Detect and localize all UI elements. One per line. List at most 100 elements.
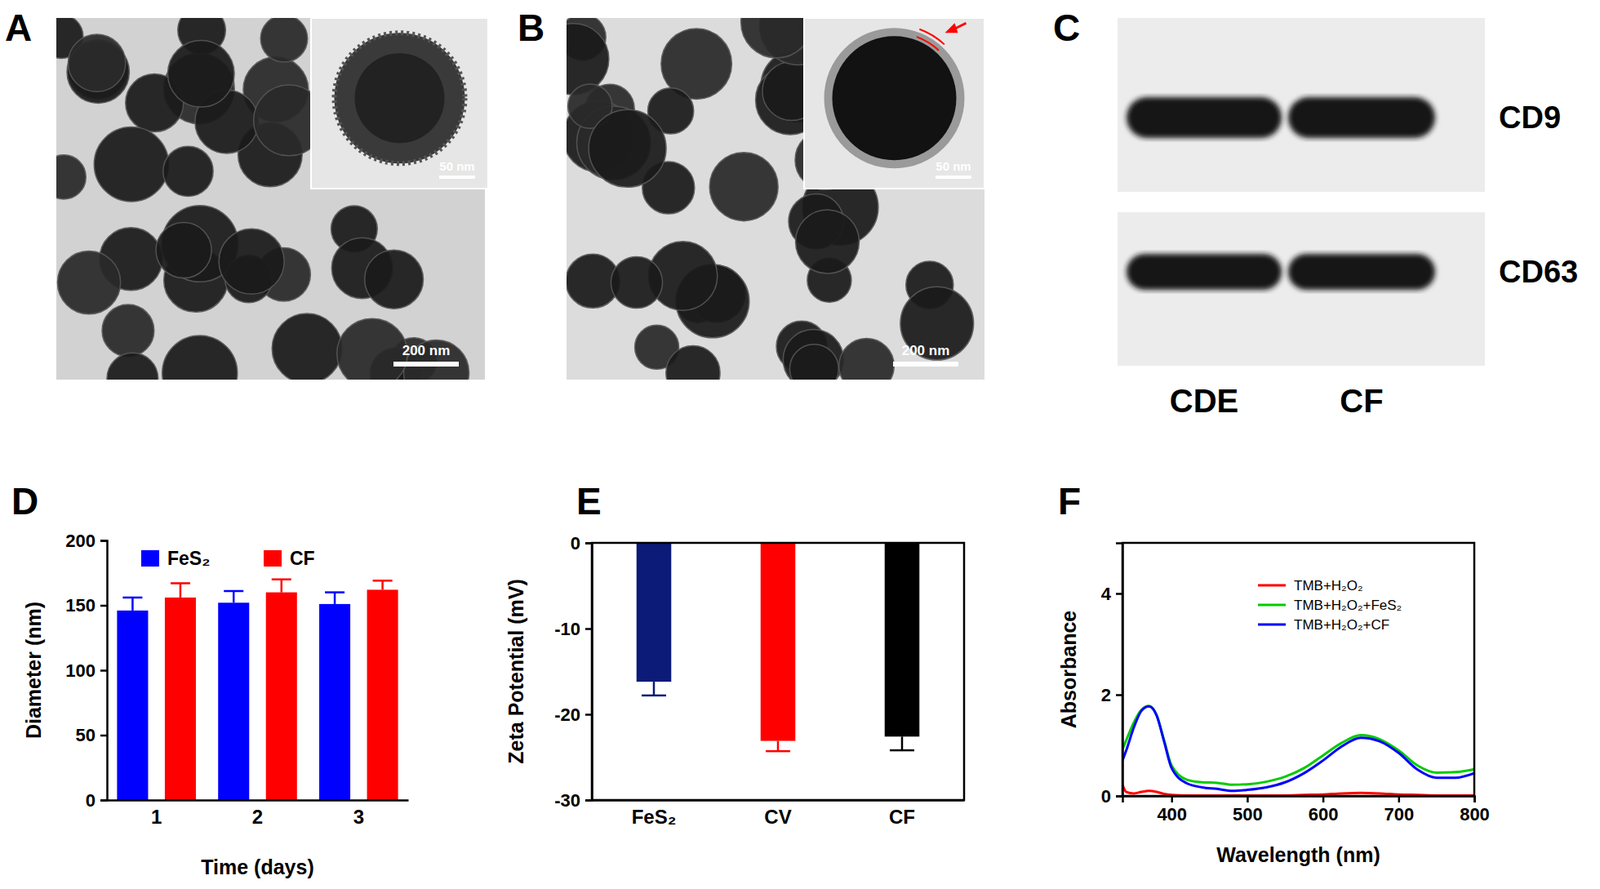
error-bar [373,580,393,590]
scale-bar [439,175,476,179]
particle [106,352,159,380]
x-axis-line [592,799,965,802]
tick-label: 2 [1101,684,1112,706]
x-axis: FeS₂ CV CF [592,800,965,828]
tick-label: 0 [85,790,96,811]
y-axis-tick: 0 [570,533,592,554]
legend-label: TMB+H₂O₂ [1293,577,1364,594]
error-stem [280,579,284,593]
y-axis-title: Diameter (nm) [22,601,45,739]
tick-label: 500 [1232,804,1263,825]
shell-marker [916,36,939,51]
particle [900,286,974,360]
error-stem [901,736,904,751]
scale-bar-label: 50 nm [935,159,971,174]
error-stem [131,597,134,611]
tick-label: 700 [1383,804,1414,825]
scale-bar-label: 200 nm [402,342,451,359]
tem-inset: 50 nm [804,17,985,189]
error-cap [223,590,244,593]
tick-mark [1115,795,1123,798]
row-label: CD63 [1498,254,1578,289]
line [1122,784,1475,796]
bar [884,542,920,737]
tick-mark [585,713,592,716]
x-axis-tick: 1 [151,800,162,828]
shell-marker [919,29,944,45]
y-axis-tick: 0 [1101,786,1123,807]
error-cap [122,596,143,600]
y-axis: 0 2 4 [1101,543,1124,807]
tick-label: 800 [1459,804,1490,825]
panel-label: F [1057,480,1081,523]
particle [93,127,169,202]
legend: TMB+H₂O₂TMB+H₂O₂+FeS₂TMB+H₂O₂+CF [1257,577,1402,633]
y-axis-tick: 200 [65,530,107,552]
legend-label: TMB+H₂O₂+CF [1293,617,1390,633]
tem-image [566,17,985,380]
x-axis-tick: 3 [353,800,365,828]
x-axis: 400 500 600 700 800 [1123,795,1490,825]
tick-label: 400 [1156,804,1187,825]
bar [636,542,672,682]
y-axis-line [585,543,593,801]
y-axis-title: Absorbance [1057,610,1080,729]
tem-inset: 50 nm [311,17,489,189]
error-bar [170,582,191,597]
tick-label: FeS₂ [631,805,677,828]
tick-mark [100,734,107,738]
legend-swatch [1257,623,1286,627]
image-background [566,17,985,380]
tick-mark [1473,795,1476,803]
lane-label: CDE [1169,382,1239,419]
tick-mark [585,627,592,631]
error-stem [653,681,656,696]
particle [741,17,814,58]
error-bar [889,736,915,751]
tick-mark [100,669,107,672]
tick-label: 600 [1308,804,1339,825]
scale-bar [935,175,972,179]
y-axis-tick: 150 [65,595,107,616]
error-bar [765,741,791,752]
tick-mark [1398,795,1401,803]
x-axis-tick: 800 [1459,795,1490,825]
tick-label: 100 [65,660,96,681]
x-axis-tick: 2 [252,800,263,828]
particle [795,209,860,274]
tick-mark [1115,592,1123,596]
tick-mark [1322,795,1325,803]
tick-label: 0 [570,533,581,554]
tick-mark [1115,693,1123,697]
legend-label: CF [289,547,316,569]
scale-bar-label: 200 nm [902,342,951,359]
y-axis-tick: 0 [85,790,107,811]
y-axis-tick: 4 [1101,583,1123,605]
particle [162,335,238,380]
plot-area [1122,706,1475,796]
legend-swatch [1257,604,1286,607]
particle [789,344,839,380]
row-label: CD9 [1498,100,1561,135]
tick-label: CV [764,805,792,828]
image-background [56,17,485,380]
error-cap [889,749,915,752]
y-axis: -30-20-100 [554,533,592,811]
panel-label: C [1053,6,1080,49]
line [1122,706,1475,792]
tem-image [56,17,485,380]
error-cap [324,591,345,594]
x-axis-tick: 600 [1308,795,1339,825]
particle [56,155,86,200]
particle [260,17,308,63]
x-axis-line [107,799,409,802]
blot-band [1126,97,1282,138]
error-bar [223,591,244,603]
tick-mark [585,799,592,802]
y-axis: 050100150200 [65,530,107,811]
tick-label: CF [888,805,916,828]
tick-mark [100,604,107,608]
error-cap [271,577,292,581]
tick-mark [100,799,107,802]
error-bar [641,681,667,696]
